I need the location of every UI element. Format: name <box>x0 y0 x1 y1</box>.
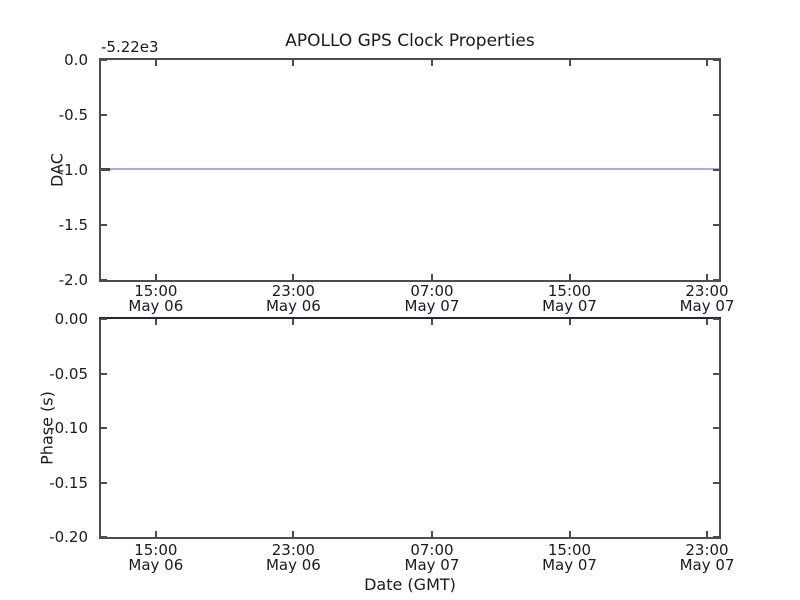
xtick-label: 07:00 May 07 <box>387 284 477 314</box>
tick-mark <box>568 60 571 66</box>
y-axis-offset-text: -5.22e3 <box>101 38 159 56</box>
xtick-date: May 07 <box>679 297 735 315</box>
phase-plot-area <box>99 317 721 539</box>
tick-mark <box>713 114 719 116</box>
xtick-time: 23:00 <box>271 541 315 559</box>
tick-mark <box>101 318 107 320</box>
chart-title: APOLLO GPS Clock Properties <box>285 31 535 51</box>
tick-mark <box>713 427 719 429</box>
tick-mark <box>101 224 107 226</box>
tick-mark <box>292 274 295 280</box>
tick-mark <box>568 319 571 325</box>
dac-data-line <box>101 168 719 170</box>
tick-mark <box>430 319 433 325</box>
dac-xtick-labels: 15:00 May 06 23:00 May 06 07:00 May 07 1… <box>101 284 734 318</box>
tick-mark <box>101 114 107 116</box>
tick-mark <box>706 60 708 66</box>
xtick-time: 15:00 <box>134 282 178 300</box>
xtick-date: May 07 <box>542 297 597 315</box>
tick-mark <box>101 372 107 375</box>
tick-mark <box>713 372 719 375</box>
dac-ytick-labels: 0.0 -0.5 -1.0 -1.5 -2.0 <box>0 51 94 289</box>
xtick-date: May 07 <box>542 556 597 574</box>
xtick-label: 15:00 May 06 <box>111 543 201 573</box>
tick-mark <box>101 59 107 61</box>
tick-mark <box>154 531 157 537</box>
tick-mark <box>713 279 719 281</box>
tick-mark <box>430 531 433 537</box>
tick-mark <box>430 60 433 66</box>
tick-mark <box>101 169 107 171</box>
tick-mark <box>713 536 719 538</box>
ytick-label: -0.20 <box>49 528 88 546</box>
tick-mark <box>713 224 719 226</box>
xtick-time: 23:00 <box>271 282 315 300</box>
tick-mark <box>706 319 708 325</box>
xtick-date: May 06 <box>128 556 184 574</box>
tick-mark <box>568 274 571 280</box>
tick-mark <box>154 60 157 66</box>
xtick-time: 15:00 <box>547 282 592 300</box>
tick-mark <box>713 59 719 61</box>
xtick-label: 15:00 May 06 <box>111 284 201 314</box>
phase-xtick-labels: 15:00 May 06 23:00 May 06 07:00 May 07 1… <box>101 543 734 577</box>
tick-mark <box>568 531 571 537</box>
x-axis-label-date: Date (GMT) <box>364 575 456 594</box>
tick-mark <box>706 274 708 280</box>
tick-mark <box>154 319 157 325</box>
tick-mark <box>101 427 107 429</box>
y-axis-label-phase: Phase (s) <box>37 391 57 465</box>
xtick-label: 23:00 May 06 <box>248 284 338 314</box>
tick-mark <box>713 169 719 171</box>
xtick-label: 15:00 May 07 <box>525 543 615 573</box>
tick-mark <box>713 318 719 320</box>
xtick-time: 07:00 <box>410 541 454 559</box>
phase-data-line <box>99 317 721 319</box>
ytick-label: 0.0 <box>64 51 88 69</box>
xtick-time: 23:00 <box>685 282 729 300</box>
xtick-time: 15:00 <box>547 541 592 559</box>
ytick-label: -1.5 <box>58 216 88 234</box>
ytick-label: -2.0 <box>58 271 88 289</box>
ytick-label: -0.05 <box>49 364 88 383</box>
xtick-label: 15:00 May 07 <box>525 284 615 314</box>
tick-mark <box>430 274 433 280</box>
tick-mark <box>292 60 295 66</box>
xtick-date: May 07 <box>679 556 735 574</box>
tick-mark <box>154 274 157 280</box>
ytick-label: -1.0 <box>58 161 88 179</box>
xtick-date: May 06 <box>265 556 321 574</box>
xtick-label: 07:00 May 07 <box>387 543 477 573</box>
ytick-label: -0.15 <box>49 473 88 492</box>
phase-ytick-labels: 0.00 -0.05 -0.10 -0.15 -0.20 <box>0 310 94 546</box>
ytick-label: 0.00 <box>54 310 88 328</box>
xtick-date: May 07 <box>404 297 460 315</box>
tick-mark <box>101 279 107 281</box>
ytick-label: -0.5 <box>58 106 88 124</box>
dac-plot-area <box>99 58 721 282</box>
tick-mark <box>101 536 107 538</box>
tick-mark <box>292 319 295 325</box>
xtick-date: May 06 <box>265 297 321 315</box>
xtick-label: 23:00 May 07 <box>662 543 752 573</box>
ytick-label: -0.10 <box>49 419 88 437</box>
xtick-label: 23:00 May 07 <box>662 284 752 314</box>
y-axis-label-dac: DAC <box>47 153 67 187</box>
xtick-date: May 07 <box>404 556 460 574</box>
xtick-time: 15:00 <box>134 541 178 559</box>
xtick-label: 23:00 May 06 <box>248 543 338 573</box>
xtick-date: May 06 <box>128 297 184 315</box>
tick-mark <box>713 481 719 484</box>
xtick-time: 07:00 <box>410 282 454 300</box>
xtick-time: 23:00 <box>685 541 729 559</box>
tick-mark <box>706 531 708 537</box>
tick-mark <box>101 481 107 484</box>
tick-mark <box>292 531 295 537</box>
